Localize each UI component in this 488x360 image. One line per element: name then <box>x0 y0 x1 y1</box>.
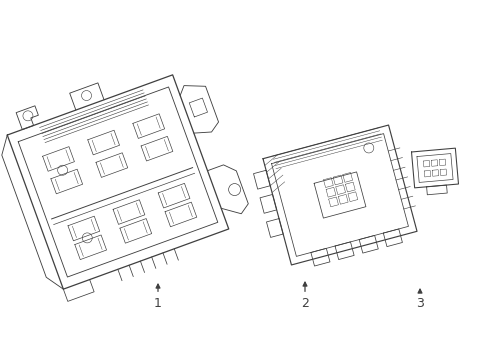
Text: 2: 2 <box>301 282 308 310</box>
Text: 3: 3 <box>415 289 423 310</box>
Text: 1: 1 <box>154 284 162 310</box>
